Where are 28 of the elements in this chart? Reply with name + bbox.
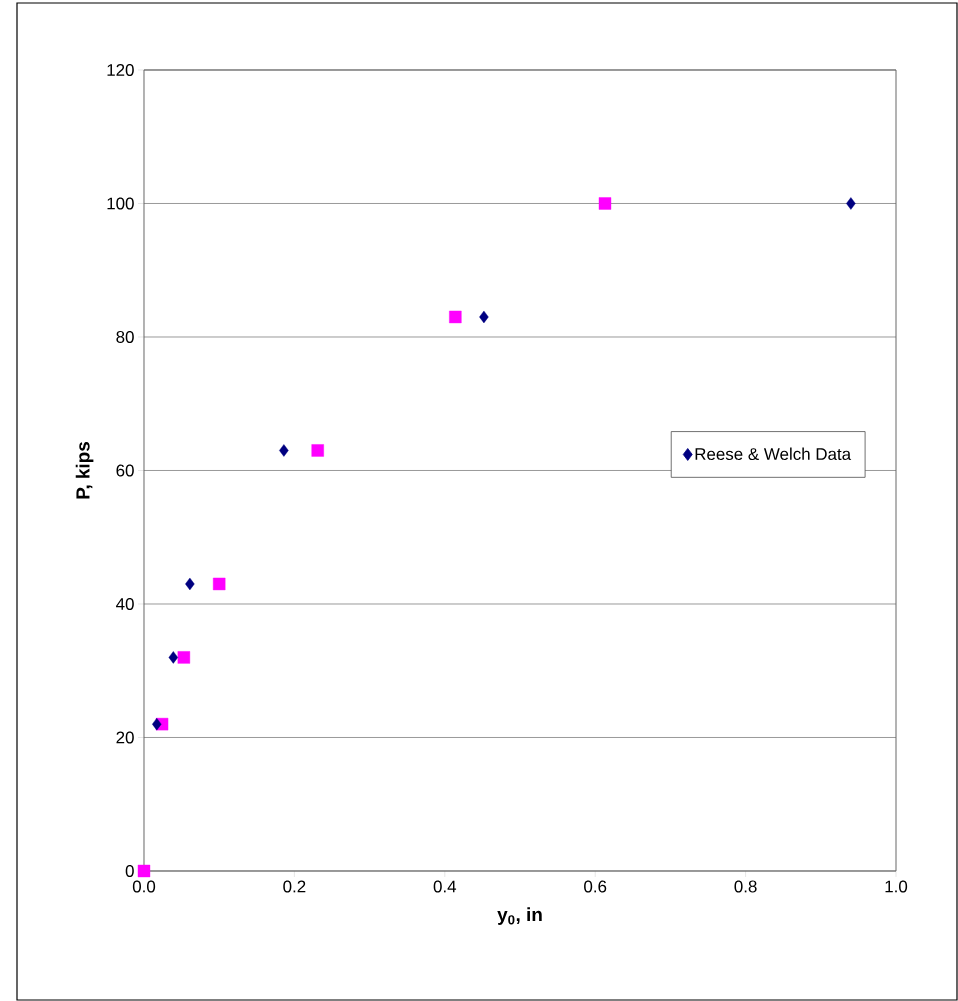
y-axis-title: P, kips [75, 441, 94, 499]
x-tick-label: 0.0 [132, 880, 156, 893]
point [185, 577, 195, 591]
x-tick-label: 0.4 [433, 880, 457, 893]
y-tick-label: 80 [116, 330, 134, 343]
x-tick-label: 1.0 [885, 880, 908, 893]
x-axis-title: y$_{0}$, in [497, 907, 542, 925]
y-tick-label: 120 [107, 63, 134, 76]
point [152, 717, 162, 731]
x-tick-label: 0.6 [584, 880, 607, 893]
point [449, 310, 462, 324]
x-tick-label: 0.2 [283, 880, 306, 893]
point [598, 197, 612, 210]
y-tick-label: 100 [107, 197, 134, 210]
point [168, 651, 179, 664]
point [137, 864, 151, 878]
y-tick-label: 0 [125, 864, 134, 877]
x-tick-label: 0.8 [734, 880, 757, 893]
point [311, 444, 324, 457]
point [279, 444, 289, 457]
point [177, 651, 191, 664]
point [479, 310, 489, 324]
y-tick-label: 40 [116, 597, 134, 610]
y-tick-label: 20 [116, 731, 134, 744]
legend-label: Reese & Welch Data [695, 447, 852, 461]
point [846, 197, 856, 210]
y-tick-label: 60 [116, 464, 134, 477]
point [213, 577, 226, 591]
